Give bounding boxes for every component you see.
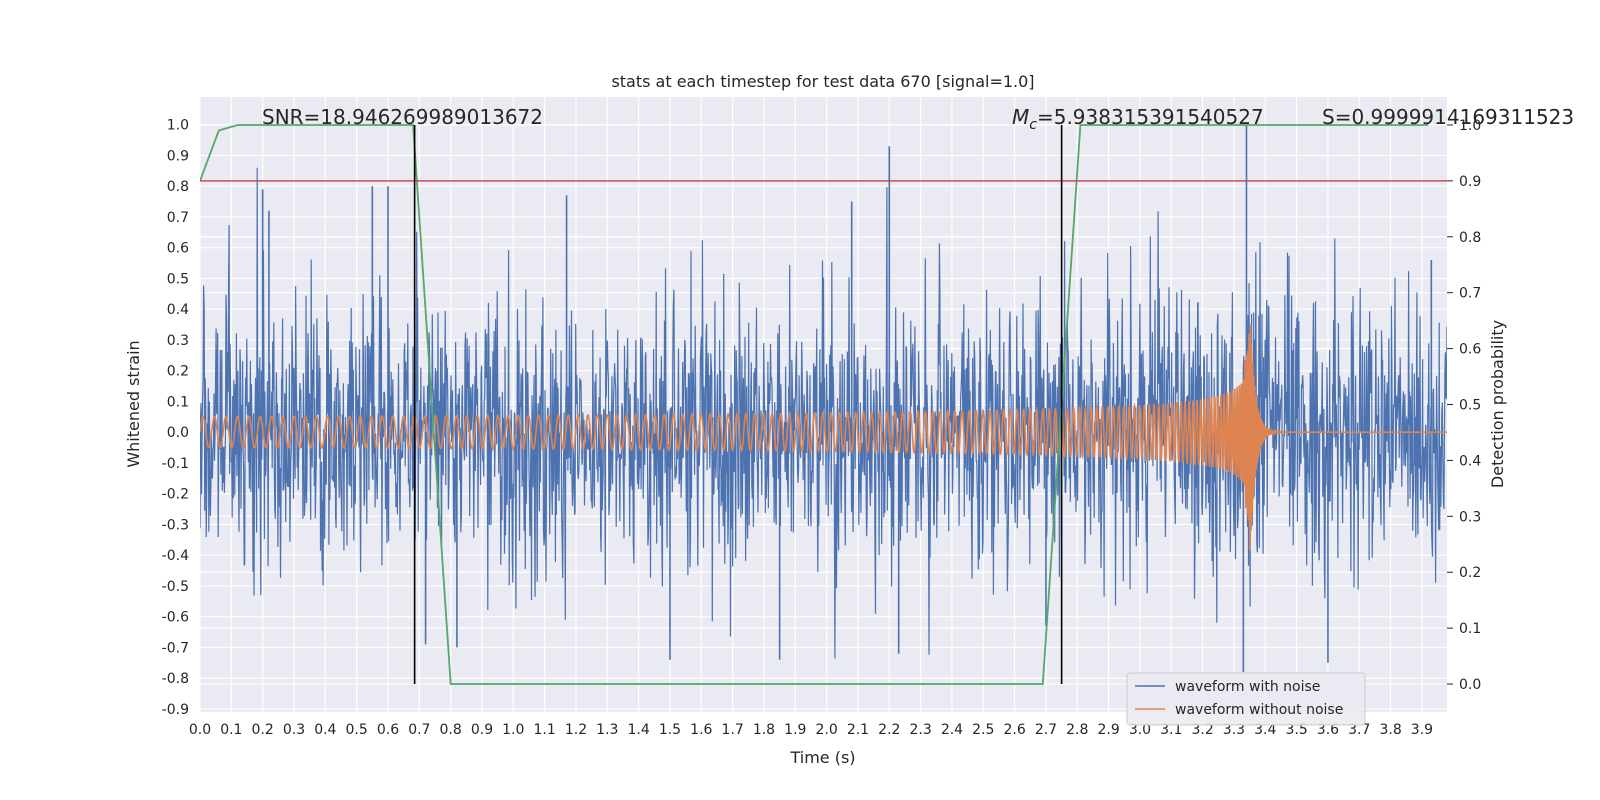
y-tick-label: -0.6	[162, 610, 189, 626]
y-tick-label: -0.7	[162, 640, 189, 656]
x-tick-label: 1.0	[502, 722, 524, 738]
x-tick-label: 2.1	[847, 722, 869, 738]
series-waveform-without-noise	[200, 324, 1447, 551]
x-tick-label: 1.2	[565, 722, 587, 738]
x-tick-label: 0.6	[377, 722, 399, 738]
y-tick-label: 0.8	[167, 179, 189, 195]
x-tick-label: 0.2	[252, 722, 274, 738]
clean-waveform-line	[200, 324, 1447, 551]
y-tick-label: 0.5	[167, 271, 189, 287]
snr-annotation: SNR=18.946269989013672	[262, 105, 543, 129]
chirp-mass-value: =5.938315391540527	[1037, 105, 1264, 129]
y-tick-label: 0.0	[167, 425, 189, 441]
x-tick-labels: 0.0 0.1 0.2 0.3 0.4 0.5 0.6 0.7 0.8 0.9 1.0 1.1 1.2 1…	[189, 722, 1433, 738]
right-y-tick-label: 0.8	[1459, 230, 1481, 246]
x-tick-label: 1.7	[722, 722, 744, 738]
x-tick-label: 0.8	[440, 722, 462, 738]
x-tick-label: 3.3	[1223, 722, 1245, 738]
chirp-mass-symbol: M	[1012, 105, 1029, 129]
legend: waveform with noise waveform without noi…	[1126, 672, 1366, 726]
chirp-mass-annotation: Mc=5.938315391540527	[1012, 105, 1264, 133]
y-tick-label: 1.0	[167, 118, 189, 134]
x-tick-label: 0.0	[189, 722, 211, 738]
y-tick-label: 0.2	[167, 364, 189, 380]
legend-box	[1126, 672, 1366, 726]
x-tick-label: 2.2	[878, 722, 900, 738]
x-tick-label: 2.8	[1066, 722, 1088, 738]
x-tick-label: 0.5	[346, 722, 368, 738]
x-axis-label: Time (s)	[789, 748, 855, 767]
x-tick-label: 3.9	[1411, 722, 1433, 738]
y-tick-label: -0.4	[162, 548, 189, 564]
y-tick-label: -0.3	[162, 517, 189, 533]
right-y-tick-label: 0.1	[1459, 621, 1481, 637]
y-axis-label: Whitened strain	[124, 340, 143, 467]
x-tick-label: 3.5	[1285, 722, 1307, 738]
x-tick-label: 3.1	[1160, 722, 1182, 738]
right-y-tick-label: 0.0	[1459, 677, 1481, 693]
x-tick-label: 2.6	[1003, 722, 1025, 738]
x-tick-label: 1.4	[628, 722, 650, 738]
y-tick-label: 0.7	[167, 210, 189, 226]
right-y-tick-label: 0.7	[1459, 286, 1481, 302]
x-tick-label: 2.5	[972, 722, 994, 738]
x-tick-label: 1.5	[659, 722, 681, 738]
x-tick-label: 0.3	[283, 722, 305, 738]
legend-label-noise: waveform with noise	[1175, 679, 1320, 695]
y-tick-label: -0.5	[162, 579, 189, 595]
x-tick-label: 2.3	[909, 722, 931, 738]
chirp-mass-subscript: c	[1029, 117, 1037, 133]
y-tick-label: 0.6	[167, 241, 189, 257]
x-tick-label: 0.1	[220, 722, 242, 738]
x-tick-label: 2.4	[941, 722, 963, 738]
x-tick-label: 0.7	[408, 722, 430, 738]
chart-title: stats at each timestep for test data 670…	[611, 72, 1034, 91]
x-tick-label: 1.9	[784, 722, 806, 738]
x-tick-label: 1.6	[690, 722, 712, 738]
y-tick-label: -0.1	[162, 456, 189, 472]
x-tick-label: 0.9	[471, 722, 493, 738]
y-tick-label: -0.9	[162, 702, 189, 718]
x-tick-label: 3.6	[1317, 722, 1339, 738]
right-y-tick-label: 1.0	[1459, 118, 1481, 134]
x-tick-label: 0.4	[314, 722, 336, 738]
x-tick-label: 1.1	[534, 722, 556, 738]
y-tick-label: -0.8	[162, 671, 189, 687]
right-y-tick-label: 0.4	[1459, 453, 1481, 469]
vertical-markers	[413, 124, 1063, 685]
y-tick-label: 0.3	[167, 333, 189, 349]
y-tick-label: -0.2	[162, 487, 189, 503]
x-tick-label: 3.0	[1129, 722, 1151, 738]
y-tick-label: 0.9	[167, 148, 189, 164]
x-tick-label: 2.7	[1035, 722, 1057, 738]
right-y-tick-label: 0.5	[1459, 398, 1481, 414]
x-tick-label: 1.8	[753, 722, 775, 738]
score-annotation: S=0.9999914169311523	[1322, 105, 1574, 129]
right-y-tick-label: 0.3	[1459, 509, 1481, 525]
right-y-tick-label: 0.9	[1459, 174, 1481, 190]
x-tick-label: 2.9	[1097, 722, 1119, 738]
series-detection-probability	[200, 124, 1429, 685]
y-tick-label: 0.1	[167, 394, 189, 410]
x-tick-label: 3.2	[1191, 722, 1213, 738]
right-y-tick-labels: 1.0 0.9 0.8 0.7 0.6 0.5 0.4 0.3 0.2 0.1 0.0	[1447, 118, 1481, 693]
x-tick-label: 3.7	[1348, 722, 1370, 738]
x-tick-label: 3.8	[1379, 722, 1401, 738]
right-y-tick-label: 0.2	[1459, 565, 1481, 581]
detection-probability-line	[200, 124, 1429, 685]
legend-label-clean: waveform without noise	[1175, 702, 1343, 718]
x-tick-label: 2.0	[816, 722, 838, 738]
right-y-axis-label: Detection probability	[1488, 320, 1507, 488]
right-y-tick-label: 0.6	[1459, 342, 1481, 358]
x-tick-label: 1.3	[596, 722, 618, 738]
x-tick-label: 3.4	[1254, 722, 1276, 738]
y-tick-labels: 1.0 0.9 0.8 0.7 0.6 0.5 0.4 0.3 0.2 0.1 0.0 -0.1 -0.…	[162, 118, 189, 718]
y-tick-label: 0.4	[167, 302, 189, 318]
